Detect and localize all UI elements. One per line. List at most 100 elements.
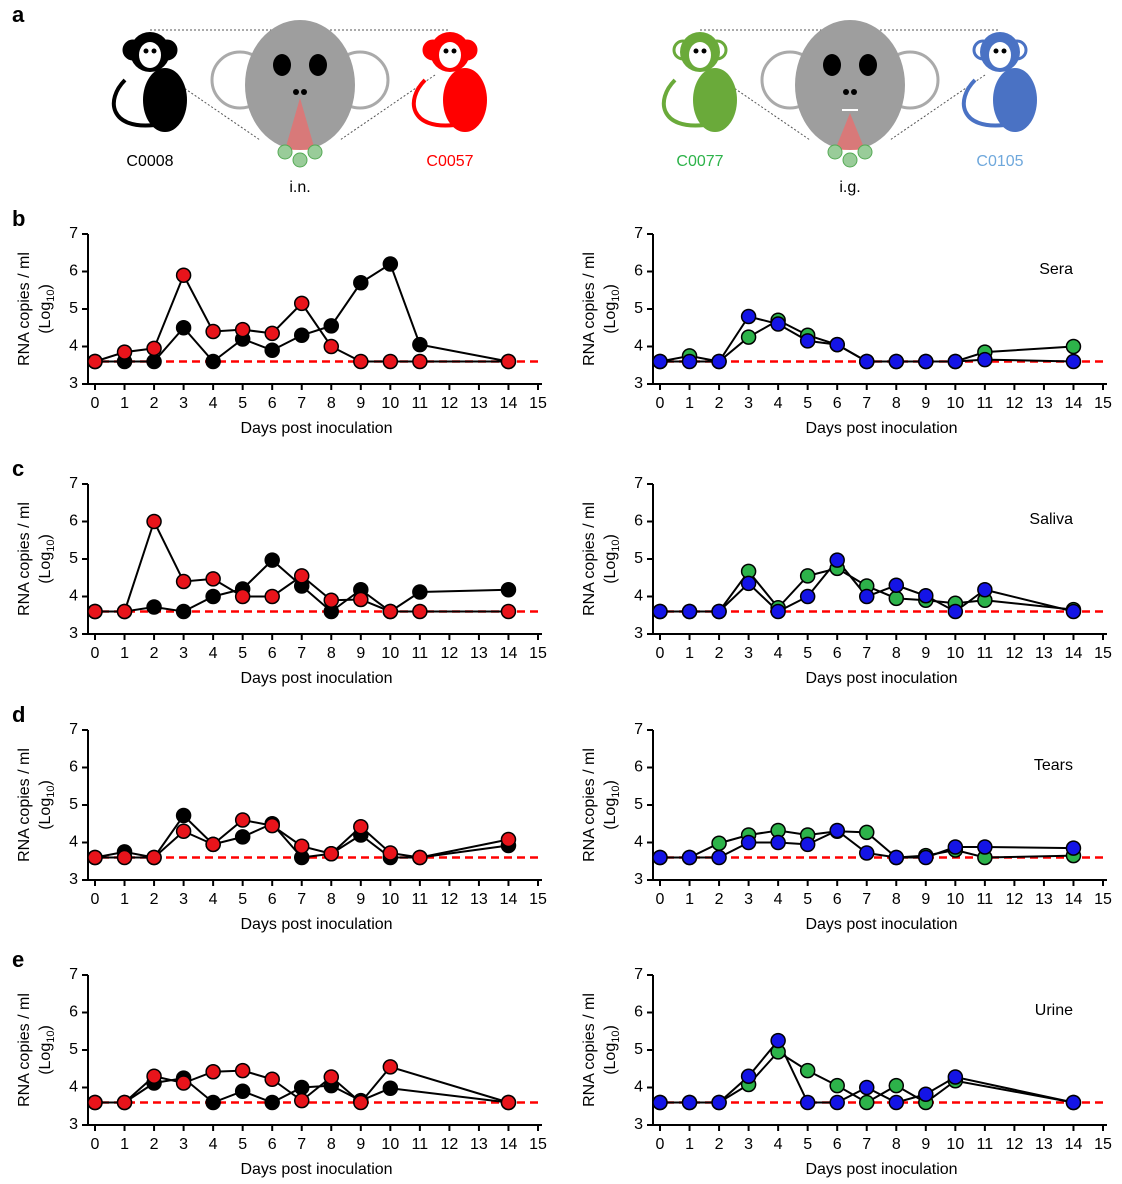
data-point — [116, 603, 133, 620]
y-tick-label: 5 — [634, 796, 643, 813]
data-point — [382, 845, 399, 861]
data-point — [175, 603, 192, 620]
data-point — [293, 327, 310, 343]
x-tick-label: 6 — [268, 891, 277, 908]
data-point — [681, 849, 698, 866]
data-point — [293, 295, 310, 312]
data-point — [947, 603, 964, 620]
x-tick-label: 0 — [656, 645, 665, 662]
data-point — [770, 603, 786, 620]
x-tick-label: 15 — [529, 1136, 547, 1153]
y-tick-label: 5 — [634, 1041, 643, 1058]
data-point — [234, 1083, 251, 1099]
y-axis-unit-part: 10 — [45, 786, 57, 798]
y-tick-label: 7 — [634, 225, 643, 242]
data-point — [1065, 1094, 1082, 1111]
x-tick-label: 13 — [470, 395, 488, 412]
y-axis-unit: (Log10) — [37, 284, 57, 334]
panel-label: e — [12, 947, 24, 972]
x-tick-label: 8 — [892, 645, 901, 662]
x-tick-label: 12 — [1006, 645, 1024, 662]
x-tick-label: 13 — [1035, 1136, 1053, 1153]
y-axis-unit-part: 10 — [45, 290, 57, 302]
data-point — [234, 1062, 251, 1079]
data-point — [799, 1094, 816, 1111]
panel-label: c — [12, 456, 24, 481]
data-point — [829, 822, 845, 839]
x-tick-label: 9 — [356, 1136, 365, 1153]
x-tick-label: 1 — [685, 395, 694, 412]
data-point — [264, 342, 280, 358]
y-axis-label: RNA copies / ml — [16, 748, 33, 862]
x-tick-label: 8 — [327, 645, 336, 662]
x-tick-label: 6 — [833, 1136, 842, 1153]
data-point — [175, 807, 192, 824]
y-axis-unit-part: ) — [602, 1025, 619, 1030]
x-axis-label: Days post inoculation — [805, 670, 957, 687]
x-tick-label: 9 — [921, 1136, 930, 1153]
data-point — [323, 846, 340, 862]
x-tick-label: 5 — [238, 1136, 247, 1153]
x-tick-label: 12 — [441, 1136, 459, 1153]
data-point — [711, 849, 727, 866]
x-tick-label: 4 — [209, 395, 218, 412]
x-tick-label: 3 — [179, 645, 188, 662]
data-point — [888, 353, 905, 370]
x-tick-label: 15 — [1094, 645, 1112, 662]
monkey-tail — [111, 78, 156, 128]
data-point — [205, 836, 221, 853]
data-point — [205, 323, 221, 340]
data-point — [175, 320, 192, 336]
y-axis-label: RNA copies / ml — [16, 252, 33, 366]
monkey-face — [689, 42, 711, 68]
y-axis-unit-part: ) — [602, 284, 619, 289]
x-axis-label: Days post inoculation — [805, 420, 957, 437]
x-tick-label: 7 — [862, 395, 871, 412]
data-point — [116, 1094, 133, 1111]
y-tick-label: 6 — [634, 513, 643, 530]
data-point — [652, 849, 668, 866]
monkey-eye — [151, 48, 157, 54]
data-point — [146, 340, 162, 357]
y-axis-label: RNA copies / ml — [581, 502, 598, 616]
data-point — [234, 829, 251, 845]
x-axis-label: Days post inoculation — [240, 916, 392, 933]
monkey-body — [693, 68, 737, 132]
x-tick-label: 15 — [529, 395, 547, 412]
x-tick-label: 2 — [715, 395, 724, 412]
y-axis-unit-part: 10 — [610, 540, 622, 552]
x-tick-label: 2 — [150, 645, 159, 662]
y-axis-unit-part: 10 — [45, 540, 57, 552]
data-point — [829, 1094, 845, 1111]
x-tick-label: 1 — [685, 891, 694, 908]
sample-label: Saliva — [1029, 511, 1073, 528]
x-tick-label: 8 — [892, 1136, 901, 1153]
x-tick-label: 11 — [412, 891, 429, 908]
x-tick-label: 10 — [946, 645, 964, 662]
y-axis-label: RNA copies / ml — [581, 993, 598, 1107]
x-tick-label: 4 — [209, 891, 218, 908]
x-tick-label: 2 — [715, 891, 724, 908]
data-point — [323, 592, 340, 608]
y-tick-label: 4 — [69, 338, 78, 355]
x-tick-label: 0 — [656, 891, 665, 908]
data-point — [858, 353, 875, 370]
x-tick-label: 12 — [441, 395, 459, 412]
x-tick-label: 12 — [441, 891, 459, 908]
x-tick-label: 10 — [946, 1136, 964, 1153]
x-tick-label: 9 — [921, 645, 930, 662]
x-tick-label: 15 — [1094, 1136, 1112, 1153]
x-tick-label: 1 — [120, 891, 129, 908]
x-tick-label: 4 — [209, 645, 218, 662]
data-point — [500, 582, 517, 598]
y-tick-label: 6 — [634, 759, 643, 776]
monkey-eye — [143, 48, 149, 54]
x-tick-label: 0 — [91, 395, 100, 412]
y-tick-label: 3 — [634, 625, 643, 642]
data-point — [740, 834, 757, 851]
y-axis-unit-part: ) — [37, 780, 54, 785]
route-label: i.g. — [839, 179, 860, 196]
